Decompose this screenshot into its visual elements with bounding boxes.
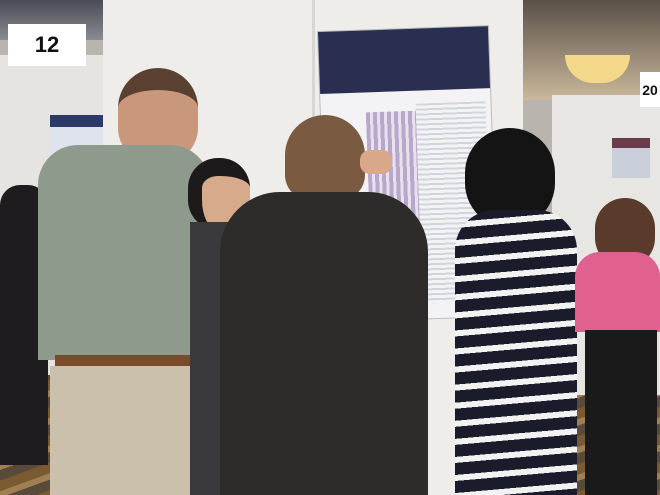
- person-plaid-shirt: [38, 145, 210, 360]
- person-black-pants: [585, 330, 657, 495]
- board-number-left: 12: [8, 24, 86, 66]
- person-pink-top: [575, 252, 660, 332]
- pointing-hand: [360, 150, 392, 174]
- person-head-woman: [188, 158, 250, 230]
- ceiling-right: [515, 0, 660, 100]
- person-khakis: [50, 366, 198, 495]
- poster-header: [317, 26, 491, 95]
- poster-right: [612, 138, 650, 178]
- person-belt: [55, 355, 195, 367]
- person-head-back: [285, 115, 365, 200]
- board-number-right: 20: [640, 72, 660, 107]
- person-striped-sweater: [455, 210, 577, 495]
- person-dark-sweater: [220, 192, 428, 495]
